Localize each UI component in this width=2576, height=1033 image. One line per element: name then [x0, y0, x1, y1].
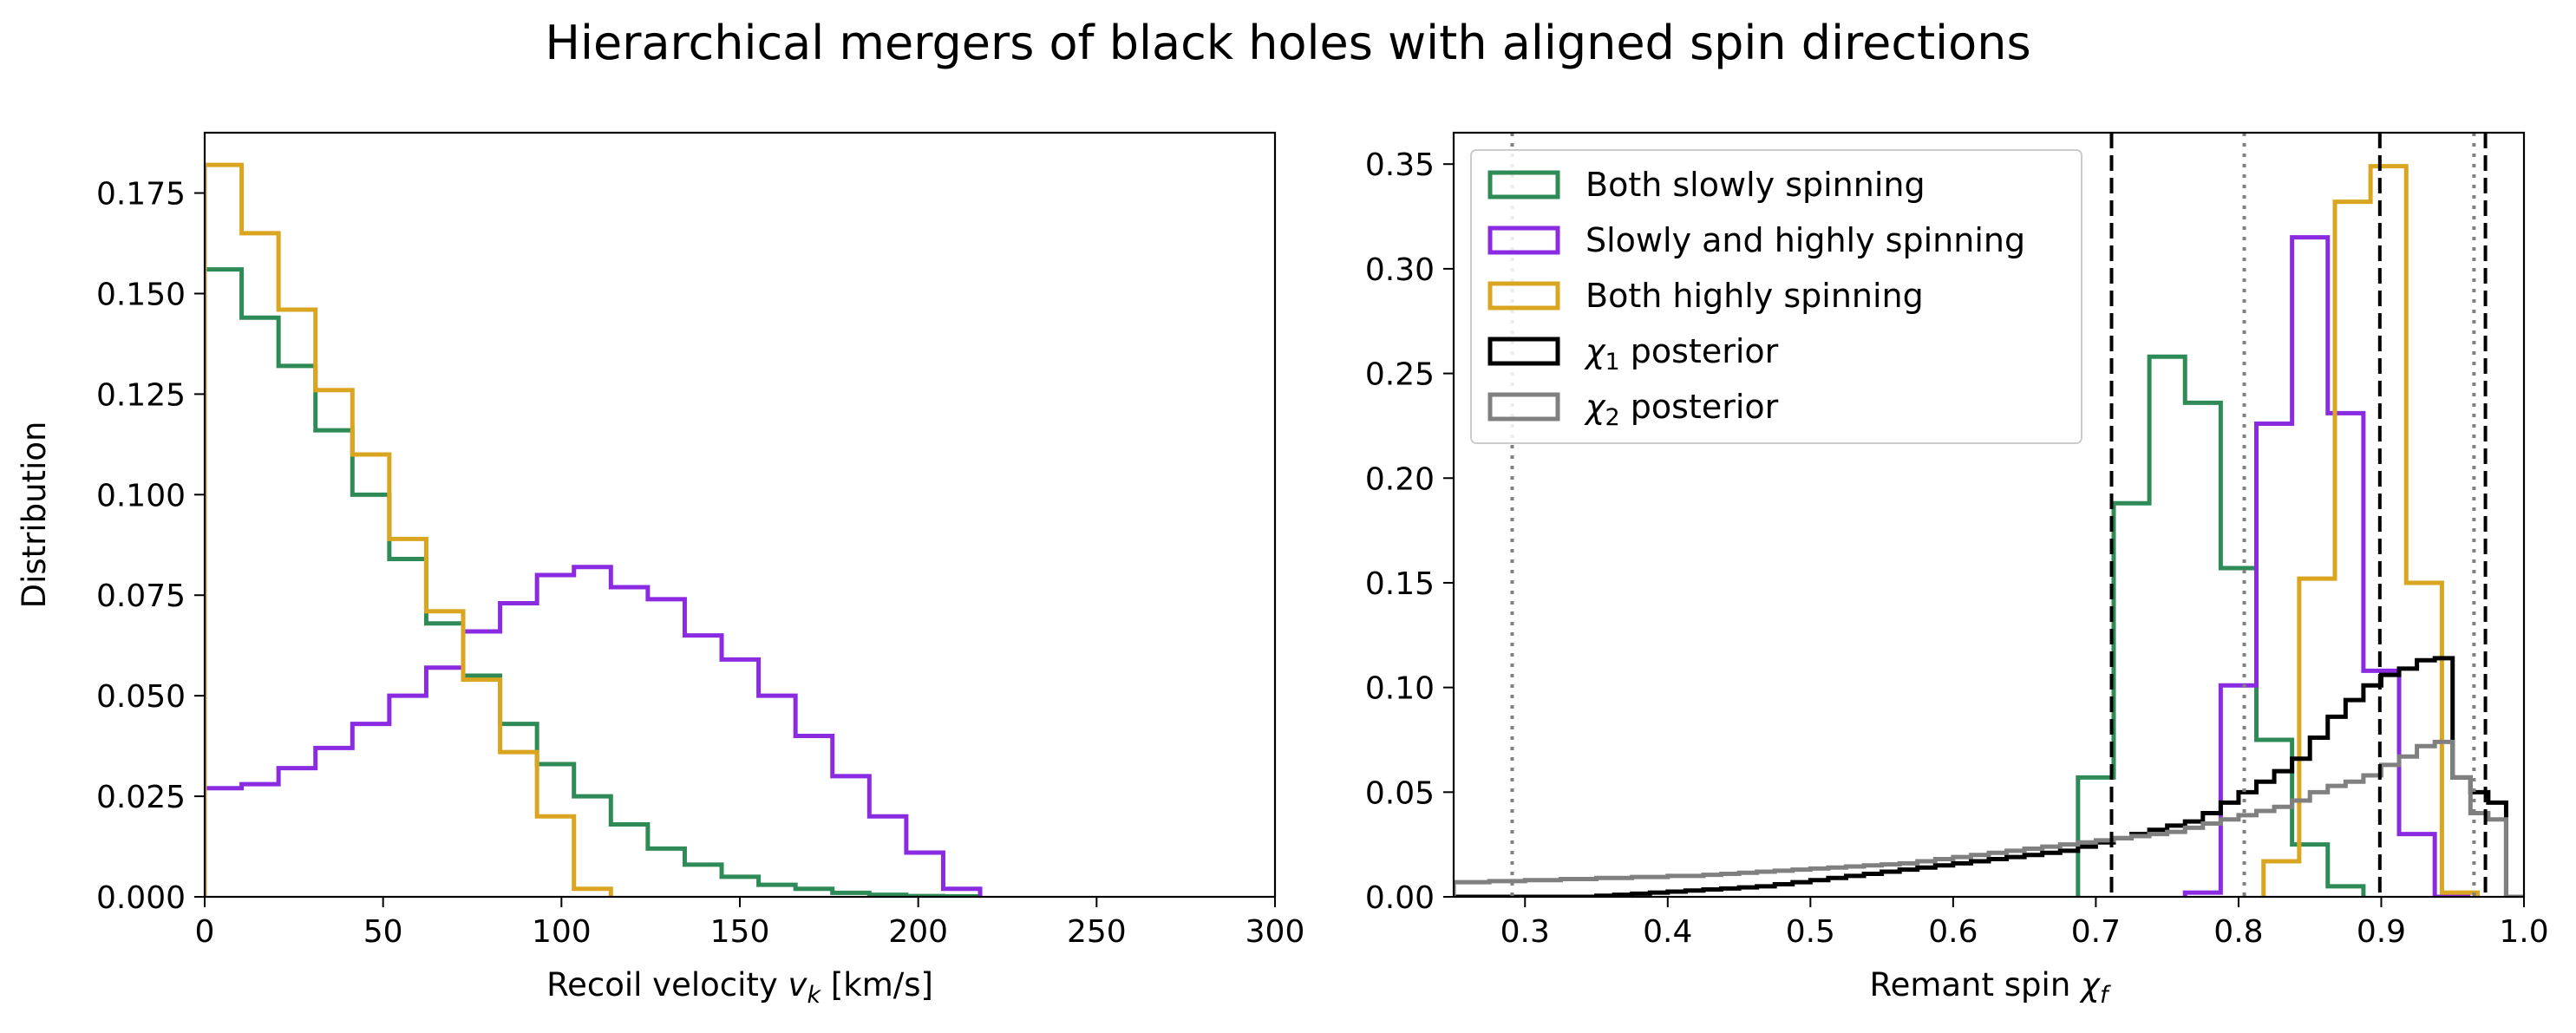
histogram-series-1 — [205, 565, 983, 897]
figure-title: Hierarchical mergers of black holes with… — [545, 16, 2031, 70]
histogram-series-0 — [2076, 354, 2366, 897]
legend-item: Slowly and highly spinning — [1487, 221, 2025, 259]
x-tick-label: 0.4 — [1643, 914, 1692, 950]
y-tick-label: 0.10 — [1365, 671, 1435, 707]
x-tick-label: 50 — [363, 914, 403, 950]
legend-swatch — [1487, 281, 1560, 311]
x-axis-label: Recoil velocity vk [km/s] — [546, 966, 933, 1009]
x-tick-label: 250 — [1067, 914, 1127, 950]
x-tick-label: 0.8 — [2213, 914, 2263, 950]
x-tick-label: 0.9 — [2357, 914, 2406, 950]
y-tick-label: 0.100 — [96, 478, 186, 513]
legend-label: Both slowly spinning — [1585, 166, 1925, 204]
x-tick-label: 150 — [710, 914, 770, 950]
x-tick-label: 1.0 — [2499, 914, 2548, 950]
legend-item: χ2 posterior — [1487, 388, 1779, 431]
x-tick-label: 100 — [532, 914, 592, 950]
x-tick-label: 0.7 — [2071, 914, 2121, 950]
legend-label: Both highly spinning — [1585, 277, 1924, 315]
legend-swatch — [1487, 226, 1560, 255]
legend: Both slowly spinning Slowly and highly sp… — [1470, 149, 2082, 444]
histogram-series-2 — [205, 162, 613, 897]
legend-item: Both highly spinning — [1487, 277, 1924, 315]
legend-label: Slowly and highly spinning — [1585, 221, 2025, 259]
x-tick-label: 0.6 — [1928, 914, 1978, 950]
x-tick-label: 0.3 — [1500, 914, 1550, 950]
y-tick-label: 0.05 — [1365, 775, 1435, 811]
legend-label: χ1 posterior — [1584, 332, 1779, 376]
legend-item: χ1 posterior — [1487, 332, 1779, 376]
legend-swatch — [1487, 392, 1560, 422]
legend-swatch — [1487, 337, 1560, 366]
y-tick-label: 0.025 — [96, 780, 186, 815]
y-tick-label: 0.075 — [96, 579, 186, 614]
left-panel-recoil-velocity: 0 50 100 150 200 250 300 0.000 0.025 0.050 0.075 0.… — [16, 131, 1305, 1009]
right-panel-remnant-spin: 0.3 0.4 0.5 0.6 0.7 0.8 0.9 1.0 0.00 0.05 0.10 0.15… — [1365, 131, 2549, 1009]
y-tick-label: 0.125 — [96, 377, 186, 413]
histogram-series-4 — [1454, 739, 2524, 897]
x-tick-label: 300 — [1246, 914, 1305, 950]
legend-box — [1470, 149, 2082, 444]
histogram-series-2 — [2261, 164, 2481, 897]
axes-frame — [1452, 131, 2526, 899]
plot-area — [1454, 133, 2524, 897]
legend-label: χ2 posterior — [1584, 388, 1779, 431]
histogram-series-0 — [205, 267, 983, 897]
y-tick-label: 0.000 — [96, 880, 186, 916]
y-tick-label: 0.20 — [1365, 461, 1435, 497]
axes-frame — [203, 131, 1277, 899]
plot-area — [205, 162, 983, 897]
histogram-series-3 — [1454, 656, 2524, 897]
y-tick-label: 0.25 — [1365, 357, 1435, 393]
y-tick-label: 0.150 — [96, 277, 186, 312]
x-tick-label: 200 — [888, 914, 948, 950]
x-tick-label: 0.5 — [1786, 914, 1835, 950]
y-tick-label: 0.15 — [1365, 566, 1435, 602]
y-axis-label: Distribution — [16, 422, 53, 609]
x-axis-label: Remant spin χf — [1870, 966, 2111, 1009]
y-tick-label: 0.30 — [1365, 252, 1435, 288]
legend-swatch — [1487, 170, 1560, 199]
histogram-series-1 — [2182, 235, 2471, 897]
legend-item: Both slowly spinning — [1487, 166, 1925, 204]
y-tick-label: 0.00 — [1365, 880, 1435, 916]
y-tick-label: 0.175 — [96, 177, 186, 212]
y-tick-label: 0.050 — [96, 679, 186, 715]
y-tick-label: 0.35 — [1365, 147, 1435, 183]
x-tick-label: 0 — [195, 914, 215, 950]
